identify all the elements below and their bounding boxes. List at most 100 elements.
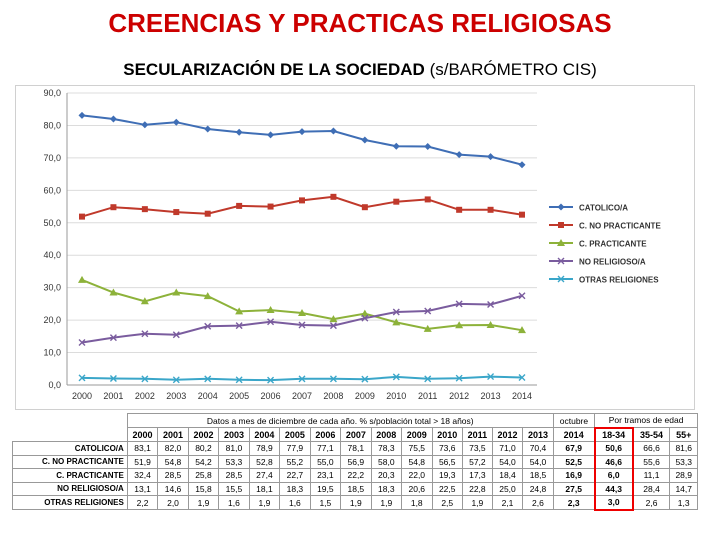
data-point bbox=[235, 307, 244, 315]
data-point bbox=[141, 375, 149, 383]
table-cell: 55,0 bbox=[309, 454, 342, 469]
data-point bbox=[78, 339, 86, 346]
table-cell: 28,5 bbox=[157, 468, 189, 483]
data-point bbox=[298, 375, 306, 383]
table-cell: 22,7 bbox=[279, 468, 311, 483]
data-point bbox=[267, 318, 275, 326]
data-point bbox=[266, 306, 275, 314]
age-cell: 44,3 bbox=[593, 481, 634, 496]
table-cell: 1,9 bbox=[248, 495, 281, 510]
data-point bbox=[361, 314, 369, 322]
data-point bbox=[298, 321, 306, 329]
table-cell: 56,5 bbox=[431, 454, 463, 469]
page-title: CREENCIAS Y PRACTICAS RELIGIOSAS bbox=[108, 8, 612, 38]
page-subtitle: SECULARIZACIÓN DE LA SOCIEDAD (s/BARÓMET… bbox=[0, 60, 720, 80]
data-point bbox=[392, 318, 401, 326]
data-point bbox=[299, 197, 305, 204]
table-cell: 2,1 bbox=[491, 495, 524, 510]
data-point bbox=[558, 222, 564, 228]
table-cell: 19,5 bbox=[309, 481, 342, 496]
data-point bbox=[557, 257, 565, 265]
x-tick-label: 2000 bbox=[72, 391, 92, 401]
data-point bbox=[329, 322, 337, 330]
table-cell: 25,0 bbox=[491, 481, 524, 496]
table-row: C. NO PRACTICANTE 51,9 54,8 54,2 53,3 52,8 55,… bbox=[12, 454, 698, 469]
data-point bbox=[298, 308, 306, 316]
year-header: 2011 bbox=[461, 427, 493, 442]
year-header: 2001 bbox=[157, 427, 189, 442]
table-cell: 73,5 bbox=[461, 441, 493, 456]
y-tick-label: 30,0 bbox=[43, 283, 61, 293]
table-cell: 18,5 bbox=[522, 468, 554, 483]
table-cell: 28,5 bbox=[218, 468, 250, 483]
data-point bbox=[172, 118, 180, 126]
x-tick-label: 2006 bbox=[261, 391, 281, 401]
table-cell: 20,3 bbox=[370, 468, 403, 483]
y-tick-label: 90,0 bbox=[43, 88, 61, 98]
data-point bbox=[78, 275, 86, 283]
x-tick-label: 2013 bbox=[481, 391, 501, 401]
table-cell: 54,0 bbox=[522, 454, 554, 469]
table-cell: 22,5 bbox=[431, 481, 463, 496]
subtitle-main: SECULARIZACIÓN DE LA SOCIEDAD bbox=[123, 60, 425, 79]
table-cell: 27,5 bbox=[552, 481, 596, 496]
data-point bbox=[172, 331, 180, 339]
month-label: octubre bbox=[552, 413, 596, 428]
table-cell: 1,6 bbox=[279, 495, 311, 510]
age-cell: 2,6 bbox=[632, 495, 671, 510]
data-point bbox=[141, 330, 149, 338]
table-cell: 54,8 bbox=[157, 454, 189, 469]
x-tick-label: 2004 bbox=[198, 391, 218, 401]
table-cell: 1,5 bbox=[309, 495, 342, 510]
data-point bbox=[487, 153, 495, 161]
y-tick-label: 20,0 bbox=[43, 315, 61, 325]
table-cell: 83,1 bbox=[126, 441, 159, 456]
table-cell: 18,4 bbox=[491, 468, 524, 483]
year-header: 2014 bbox=[552, 427, 596, 442]
table-cell: 58,0 bbox=[370, 454, 403, 469]
age-header: 35-54 bbox=[632, 427, 671, 442]
year-header: 2006 bbox=[309, 427, 342, 442]
legend-label: C. NO PRACTICANTE bbox=[579, 222, 661, 231]
data-point bbox=[393, 198, 400, 205]
data-point bbox=[424, 196, 431, 203]
subtitle-source: (s/BARÓMETRO CIS) bbox=[424, 60, 597, 79]
data-point bbox=[518, 326, 526, 334]
data-point bbox=[424, 375, 432, 383]
data-point bbox=[141, 206, 148, 213]
data-point bbox=[518, 292, 526, 300]
table-cell: 1,9 bbox=[187, 495, 220, 510]
age-cell: 46,6 bbox=[593, 454, 634, 469]
age-cell: 6,0 bbox=[593, 468, 634, 483]
year-header: 2009 bbox=[401, 427, 433, 442]
table-cell: 71,0 bbox=[491, 441, 524, 456]
data-point bbox=[360, 309, 369, 317]
data-point bbox=[361, 204, 368, 211]
data-point bbox=[172, 288, 181, 296]
data-point bbox=[204, 210, 211, 217]
age-cell: 55,6 bbox=[632, 454, 671, 469]
data-point bbox=[486, 320, 495, 328]
data-point bbox=[456, 206, 463, 213]
data-point bbox=[141, 121, 149, 129]
x-tick-label: 2011 bbox=[418, 391, 437, 401]
data-point bbox=[204, 322, 212, 330]
data-point bbox=[557, 239, 565, 246]
data-point bbox=[487, 373, 495, 381]
x-tick-label: 2009 bbox=[355, 391, 375, 401]
data-point bbox=[361, 136, 369, 144]
legend-label: CATOLICO/A bbox=[579, 204, 628, 213]
data-point bbox=[518, 161, 526, 169]
table-corner bbox=[13, 414, 128, 428]
data-point bbox=[172, 376, 180, 384]
age-cell: 66,6 bbox=[632, 441, 671, 456]
table-cell: 52,8 bbox=[248, 454, 281, 469]
data-point bbox=[455, 300, 463, 308]
table-cell: 77,9 bbox=[279, 441, 311, 456]
data-point bbox=[519, 211, 525, 218]
age-header: 55+ bbox=[669, 427, 698, 442]
data-point bbox=[392, 308, 400, 316]
table-row: NO RELIGIOSO/A 13,1 14,6 15,8 15,5 18,1 18,3 19… bbox=[12, 481, 698, 496]
data-point bbox=[330, 193, 337, 200]
year-header: 2012 bbox=[491, 427, 524, 442]
